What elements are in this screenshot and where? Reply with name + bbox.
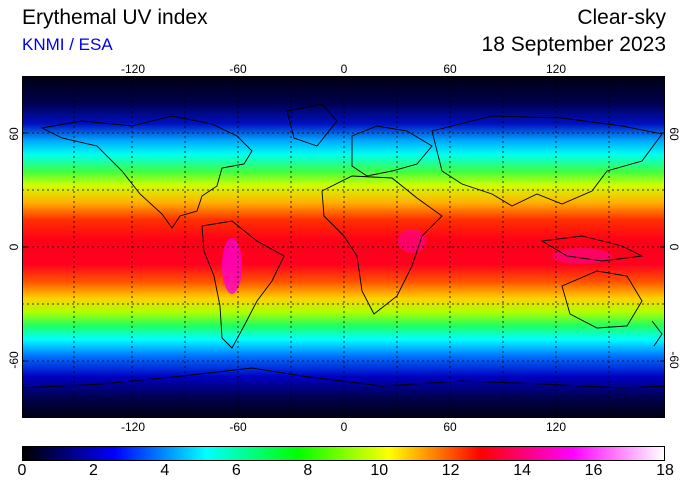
colorbar-tick-label: 14 [513,462,532,479]
andes-high-uv [222,238,242,294]
east-africa-high-uv [398,229,426,253]
uv-index-map [22,76,665,418]
top-lon-tick-label: 60 [443,62,457,76]
right-lat-tick-label: 60 [667,127,681,141]
right-lat-tick-label: 0 [667,243,681,251]
top-lon-tick-label: -60 [229,62,247,76]
colorbar-tick-label: 12 [441,462,460,479]
asia-outline [431,115,663,207]
colorbar-tick-label: 18 [656,462,674,479]
indonesia-high-uv [552,248,612,264]
bottom-lon-tick-label: 0 [340,420,348,434]
data-source-label: KNMI / ESA [22,35,113,54]
left-lat-tick-label: 0 [7,243,21,251]
colorbar-tick-label: 8 [303,462,313,479]
australia-outline [561,270,643,329]
africa-outline [321,175,443,315]
uv-colorbar [22,446,665,461]
indonesia-outline [540,235,644,262]
top-lon-tick-label: 120 [545,62,567,76]
left-lat-tick-label: -60 [7,351,21,369]
bottom-lon-tick-label: -120 [120,420,146,434]
graticule [22,76,665,418]
north-america-outline [40,115,253,229]
colorbar-tick-label: 4 [160,462,170,479]
colorbar-tick-label: 2 [88,462,98,479]
colorbar-tick-label: 10 [370,462,389,479]
top-lon-tick-label: -120 [120,62,146,76]
antarctica-outline [22,367,665,389]
left-lat-tick-label: 60 [7,127,21,141]
bottom-lon-tick-label: -60 [229,420,247,434]
europe-outline [351,125,433,177]
south-america-outline [201,220,285,349]
coastlines [22,103,665,389]
right-lat-tick-label: -60 [667,351,681,369]
new-zealand-outline [651,320,663,347]
colorbar-tick-label: 0 [17,462,27,479]
colorbar-tick-label: 6 [231,462,241,479]
date-label: 18 September 2023 [481,33,666,56]
bottom-lon-tick-label: 60 [443,420,457,434]
map-border [22,76,665,418]
sky-condition-label: Clear-sky [577,6,666,29]
greenland-outline [286,103,338,147]
top-lon-tick-label: 0 [340,62,348,76]
colorbar-tick-label: 16 [584,462,603,479]
map-title: Erythemal UV index [22,6,208,29]
bottom-lon-tick-label: 120 [545,420,567,434]
